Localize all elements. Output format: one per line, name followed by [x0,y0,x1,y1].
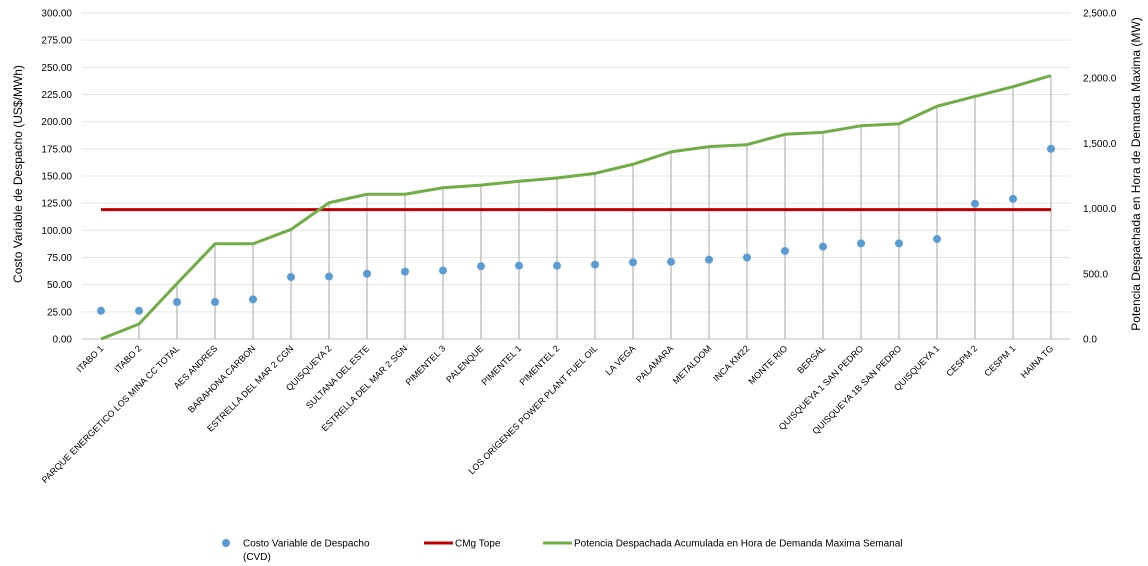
y-left-tick-label: 0.00 [53,335,73,346]
x-category-label: CESPM 1 [982,343,1017,378]
y-left-tick-label: 150.00 [41,172,72,183]
y-right-tick-label: 1,000.0 [1083,204,1117,215]
x-category-label: PARQUE ENERGETICO LOS MINA CC TOTAL [40,343,182,485]
cvd-point [287,273,295,282]
y-left-axis-title: Costo Variable de Despacho (US$/MWh) [11,65,25,283]
legend-label: CMg Tope [455,539,501,550]
cvd-point [819,242,827,251]
legend-item: Costo Variable de Despacho (CVD) [222,539,370,563]
x-category-label: MONTE RIO [746,343,789,386]
legend-item: CMg Tope [424,539,501,550]
y-left-tick-label: 50.00 [47,280,72,291]
legend-marker-dot [222,539,230,547]
y-right-tick-label: 0.0 [1083,335,1097,346]
x-category-label: BERSAL [795,343,827,375]
series [97,74,1055,341]
cvd-point [439,266,447,275]
cvd-point [971,199,979,208]
cvd-point [1009,194,1017,203]
cvd-point [515,261,523,270]
tick-labels: 0.00 25.00 50.00 75.00 100.00 125.00 150.00 175… [40,9,1117,486]
cvd-point [477,262,485,271]
y-right-tick-label: 2,000.0 [1083,74,1117,85]
cvd-point [325,272,333,281]
cvd-point [173,298,181,307]
x-category-label: PALENQUE [444,343,485,384]
y-left-tick-label: 300.00 [41,9,72,20]
cvd-point [97,306,105,315]
cvd-point [401,267,409,276]
cvd-point [135,306,143,315]
y-left-tick-label: 25.00 [47,307,72,318]
x-category-label: ITABO 2 [112,343,143,374]
cvd-point [667,257,675,266]
legend-label: Costo Variable de Despacho [243,539,370,550]
drop-lines [138,75,1052,339]
legend-label-line2: (CVD) [243,552,271,563]
cvd-point [363,269,371,278]
x-category-label: METALDOM [671,343,714,386]
x-category-label: INCA KM22 [711,343,751,383]
cvd-point [781,246,789,255]
cvd-point [1047,144,1055,153]
x-category-label: LOS ORÍGENES POWER PLANT FUEL OIL [466,343,599,476]
cvd-point [743,253,751,262]
cvd-point [895,239,903,248]
y-right-tick-label: 2,500.0 [1083,9,1117,20]
cvd-point [629,258,637,267]
y-left-tick-label: 75.00 [47,253,72,264]
legend-label: Potencia Despachada Acumulada en Hora de… [574,539,903,550]
legend: Costo Variable de Despacho (CVD) CMg Tope P… [222,539,903,563]
cvd-point [705,255,713,264]
cvd-point [553,261,561,270]
cvd-point [933,235,941,244]
x-category-label: SULTANA DEL ESTE [304,343,371,410]
y-left-tick-label: 225.00 [41,90,72,101]
y-right-axis-title: Potencia Despachada en Hora de Demanda M… [1129,17,1143,330]
x-category-label: LA VEGA [603,343,637,377]
x-category-label: PALAMARA [634,343,675,384]
legend-item: Potencia Despachada Acumulada en Hora de… [543,539,903,550]
y-right-tick-label: 500.0 [1083,269,1108,280]
cvd-point [857,239,865,248]
x-category-label: ITABO 1 [74,343,105,374]
y-left-tick-label: 250.00 [41,63,72,74]
cvd-point [211,298,219,307]
y-left-tick-label: 100.00 [41,226,72,237]
y-left-tick-label: 175.00 [41,144,72,155]
x-category-label: PIMENTEL 3 [403,343,447,387]
y-right-tick-label: 1,500.0 [1083,139,1117,150]
potencia-acumulada-line [100,74,1052,341]
y-left-tick-label: 275.00 [41,36,72,47]
y-left-tick-label: 200.00 [41,117,72,128]
x-category-label: BARAHONA CARBON [186,343,257,414]
gridlines [82,12,1070,313]
cvd-point [591,260,599,269]
x-category-label: HAINA TG [1019,343,1056,380]
x-category-label: CESPM 2 [944,343,979,378]
y-left-tick-label: 125.00 [41,199,72,210]
cvd-point [249,295,257,304]
